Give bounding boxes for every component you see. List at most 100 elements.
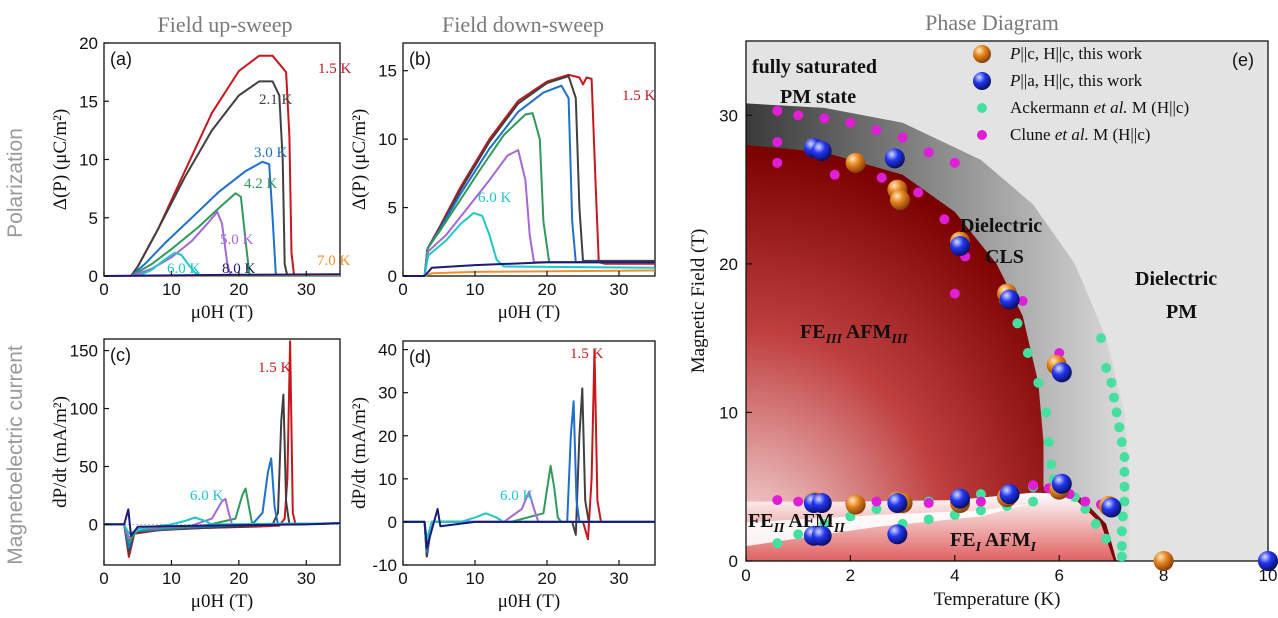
plot-frame-b [402,42,656,277]
x-axis-label-a: μ0H (T) [191,302,253,323]
y-tick-label: 5 [89,209,98,228]
data-point-ackermann [871,504,882,514]
data-point-clune [772,495,783,506]
plot-frame-c [103,338,341,566]
x-tick-label: 10 [466,280,485,299]
label-fe1-afm1: FEI AFMI [950,529,1036,555]
data-point-ackermann [1116,541,1127,552]
data-point-ackermann [1119,466,1130,477]
y-tick-label: 15 [378,62,397,81]
label-pm: PM [1166,301,1197,323]
panel-label-b: (b) [409,49,431,69]
data-point-ackermann [1090,518,1101,529]
y-tick-label: 0 [89,267,98,286]
data-point-clune [772,157,783,168]
data-point-pa [811,525,832,546]
series-line-b-3 [403,112,655,277]
series-line-c-2 [104,457,341,549]
data-point-clune [923,498,934,509]
series-label: 6.0 K [500,488,534,504]
fe3-region [746,145,1117,561]
y-tick-label: 10 [378,130,397,149]
series-line-d-6 [403,508,655,549]
y-axis-label-c: dP/dt (mA/m²) [50,396,71,508]
series-label: 6.0 K [167,261,201,277]
series-label: 1.5 K [570,346,604,362]
data-point-ackermann [1046,459,1057,470]
y-tick-label: 5 [388,199,397,218]
x-tick-label: 10 [162,569,181,588]
data-point-ackermann [1012,318,1023,329]
data-point-clune [819,113,830,124]
row-label-magnetoelectric: Magnetoelectric current [4,345,27,565]
y-tick-label: 20 [79,34,98,53]
data-point-pa [1258,551,1278,571]
data-point-clune [1028,480,1039,491]
y-axis-label-d: dP/dt (mA/m²) [349,397,370,509]
data-point-clune [871,496,882,507]
label-fe2-afm2: FEII AFMII [748,510,845,536]
data-point-pa [811,140,832,161]
series-label: 5.0 K [220,232,254,248]
data-point-clune [772,137,783,148]
series-line-d-2 [403,400,655,554]
data-point-pa [950,236,971,257]
data-point-ackermann [1101,533,1112,544]
series-line-d-1 [403,387,655,558]
x-tick-label: 0 [99,569,108,588]
data-point-ackermann [1116,526,1127,537]
data-point-pc [845,152,866,173]
series-label: 6.0 K [478,190,512,206]
data-point-ackermann [1080,504,1091,514]
x-tick-label: 0 [398,569,407,588]
panel-label-e: (e) [1232,50,1254,70]
data-point-ackermann [1022,348,1033,358]
series-label: 2.1 K [259,92,293,108]
data-point-pa [884,148,905,169]
series-line-a-4 [104,210,340,277]
data-point-clune [1017,296,1028,306]
panel-b: 0 10 20 30 0 5 10 15 (b) μ0H (T) Δ(P) (μC/m²) 1.5 K… [349,42,656,323]
y-tick-label: 0 [388,267,397,286]
x-tick-label: 20 [538,280,557,299]
data-point-ackermann [1111,407,1122,418]
data-point-ackermann [1043,437,1054,448]
data-point-pa [1051,362,1072,383]
series-label: 3.0 K [254,145,288,161]
series-label: 1.5 K [258,360,292,376]
data-point-clune [772,105,783,116]
data-point-pa [1051,473,1072,494]
y-tick-label: 30 [719,106,738,125]
data-point-ackermann [1114,422,1125,433]
series-line-c-4 [104,497,341,540]
y-tick-label: 30 [378,384,397,403]
data-point-clune [949,157,960,168]
y-tick-label: 10 [719,403,738,422]
data-point-clune [897,132,908,143]
series-label: 1.5 K [622,88,656,104]
x-tick-label: 0 [741,566,750,585]
y-tick-label: 100 [70,400,98,419]
series-line-a-2 [104,160,340,277]
x-tick-label: 20 [229,569,248,588]
panel-e: 0 2 4 6 8 10 0 10 20 30 Temperature (K) Magnetic Fi… [688,40,1278,610]
legend-entry: P||c, H||c, this work [1009,44,1143,63]
data-point-ackermann [1095,333,1106,344]
data-point-clune [939,214,950,225]
series-label: 6.0 K [190,488,224,504]
y-axis-label-a: Δ(P) (μC/m²) [50,109,71,210]
data-point-ackermann [1028,496,1039,507]
header-up-sweep: Field up-sweep [157,12,292,37]
label-dielectric-cls: Dielectric [960,215,1042,237]
data-point-clune [1080,496,1091,507]
legend-entry: P||a, H||c, this work [1009,71,1143,90]
x-tick-label: 2 [846,566,855,585]
y-tick-label: 150 [70,342,98,361]
data-point-clune [845,117,856,128]
panel-c: 0 10 20 30 0 50 100 150 (c) μ0H (T) dP/dt (mA/m²) 1… [50,338,341,612]
row-label-polarization: Polarization [4,128,27,238]
x-tick-label: 0 [398,280,407,299]
data-point-ackermann [1109,392,1120,403]
